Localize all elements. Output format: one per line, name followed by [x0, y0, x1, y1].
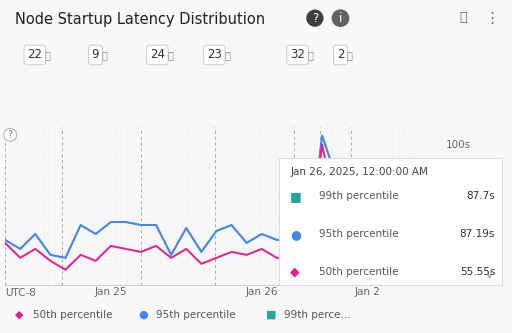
Text: 87.19s: 87.19s — [460, 229, 495, 239]
Text: ⓘ: ⓘ — [308, 50, 313, 60]
Text: ?: ? — [312, 12, 318, 25]
Text: ⓘ: ⓘ — [347, 50, 353, 60]
Text: 99th percentile: 99th percentile — [319, 191, 399, 201]
Text: 50th percentile: 50th percentile — [33, 310, 113, 320]
Text: ⓘ: ⓘ — [45, 50, 51, 60]
Text: 50th percentile: 50th percentile — [319, 267, 399, 277]
Text: 22: 22 — [27, 48, 42, 62]
Text: 32: 32 — [290, 48, 305, 62]
Text: ■: ■ — [290, 189, 302, 203]
Text: Jan 26, 2025, 12:00:00 AM: Jan 26, 2025, 12:00:00 AM — [290, 167, 428, 177]
Text: ?: ? — [8, 130, 13, 140]
Text: ◆: ◆ — [290, 265, 300, 279]
Text: ∨: ∨ — [486, 270, 493, 280]
Text: 2: 2 — [337, 48, 345, 62]
Text: ⓘ: ⓘ — [167, 50, 174, 60]
Text: ●: ● — [290, 227, 301, 241]
Text: 99th perce...: 99th perce... — [284, 310, 351, 320]
Text: ⓘ: ⓘ — [102, 50, 108, 60]
Text: 24: 24 — [150, 48, 165, 62]
Text: Node Startup Latency Distribution: Node Startup Latency Distribution — [15, 12, 266, 27]
Text: 95th percentile: 95th percentile — [319, 229, 399, 239]
Text: ◆: ◆ — [15, 310, 24, 320]
Text: 55.55s: 55.55s — [460, 267, 495, 277]
Text: UTC-8: UTC-8 — [5, 288, 36, 298]
Text: 9: 9 — [92, 48, 99, 62]
Text: ⤢: ⤢ — [460, 11, 467, 24]
Text: ●: ● — [138, 310, 148, 320]
Text: 87.7s: 87.7s — [466, 191, 495, 201]
Text: ■: ■ — [266, 310, 277, 320]
Text: 23: 23 — [207, 48, 222, 62]
Text: 95th percentile: 95th percentile — [156, 310, 236, 320]
Text: i: i — [339, 12, 342, 25]
Text: ⋮: ⋮ — [484, 11, 499, 26]
Text: ⓘ: ⓘ — [224, 50, 230, 60]
